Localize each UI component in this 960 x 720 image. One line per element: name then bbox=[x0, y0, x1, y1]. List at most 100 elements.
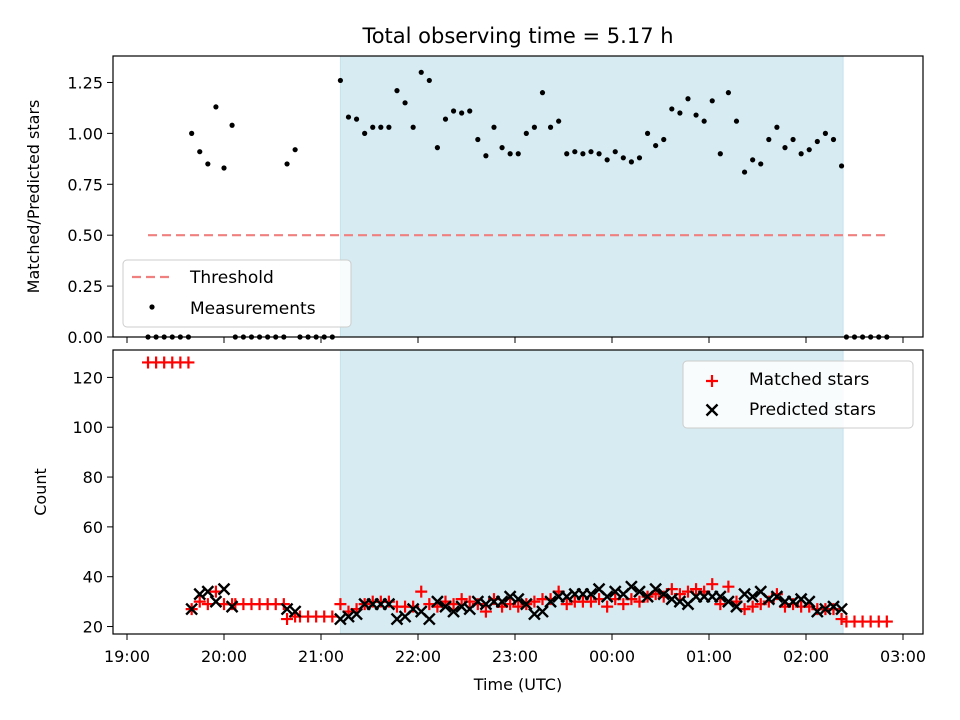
predicted-star-point bbox=[479, 597, 493, 611]
x-tick-label: 00:00 bbox=[589, 647, 635, 666]
measurement-point bbox=[362, 130, 368, 136]
predicted-star-point bbox=[431, 595, 444, 608]
predicted-star-point bbox=[495, 595, 509, 608]
predicted-star-point bbox=[665, 592, 679, 606]
legend-threshold-label: Threshold bbox=[189, 268, 274, 288]
x-tick-label: 21:00 bbox=[298, 647, 344, 666]
measurement-point bbox=[515, 151, 521, 157]
measurement-point bbox=[353, 116, 360, 122]
y-tick-label: 1.25 bbox=[67, 73, 103, 92]
measurement-point bbox=[507, 151, 513, 157]
predicted-star-point bbox=[201, 585, 215, 598]
measurement-point bbox=[741, 169, 748, 175]
x-axis-label: Time (UTC) bbox=[473, 675, 562, 694]
predicted-star-point bbox=[827, 600, 840, 613]
top-axes-frame bbox=[112, 55, 924, 338]
predicted-star-point bbox=[786, 595, 800, 608]
measurement-point bbox=[596, 151, 602, 157]
predicted-star-point bbox=[794, 592, 808, 606]
predicted-star-point bbox=[422, 612, 436, 626]
predicted-star-point bbox=[528, 607, 541, 621]
top-panel: 0.00 0.25 0.50 0.75 1.00 1.25 Matched/Predicte… bbox=[24, 55, 924, 347]
measurement-point bbox=[661, 136, 667, 143]
matched-star-point bbox=[277, 598, 290, 611]
measurement-point bbox=[189, 130, 195, 136]
x-tick-label: 23:00 bbox=[492, 647, 538, 666]
measurement-point bbox=[725, 90, 732, 96]
top-y-axis-label: Matched/Predicted stars bbox=[24, 100, 43, 294]
observing-window-shade bbox=[339, 55, 844, 338]
measurement-point bbox=[838, 163, 845, 169]
measurement-point bbox=[806, 147, 812, 153]
measurement-point bbox=[669, 106, 675, 112]
measurement-point bbox=[677, 110, 683, 116]
measurement-point bbox=[531, 124, 538, 130]
measurement-point bbox=[733, 118, 740, 124]
measurement-point bbox=[774, 124, 780, 130]
predicted-star-point bbox=[334, 612, 347, 626]
y-tick-label: 0.50 bbox=[67, 226, 103, 245]
measurement-point bbox=[685, 96, 691, 102]
predicted-star-point bbox=[819, 602, 832, 616]
predicted-star-point bbox=[280, 602, 294, 616]
measurement-point bbox=[556, 118, 562, 124]
chart-title: Total observing time = 5.17 h bbox=[361, 24, 673, 48]
measurement-point bbox=[467, 108, 473, 114]
predicted-star-point bbox=[802, 595, 816, 608]
y-tick-label: 100 bbox=[72, 418, 103, 437]
bottom-panel: 20 40 60 80 100 120 19:00 20:00 21:00 22:00 23:00 0… bbox=[31, 349, 926, 694]
predicted-star-point bbox=[544, 595, 557, 608]
matched-star-point bbox=[455, 593, 468, 606]
predicted-star-point bbox=[770, 590, 784, 603]
predicted-star-point bbox=[217, 582, 231, 596]
measurement-point bbox=[229, 122, 235, 128]
top-legend: Threshold Measurements bbox=[122, 259, 352, 328]
predicted-star-point bbox=[600, 590, 614, 603]
matched-star-point bbox=[281, 613, 294, 626]
measurement-point bbox=[830, 136, 837, 143]
predicted-star-point bbox=[288, 605, 302, 618]
predicted-star-point bbox=[342, 610, 355, 623]
measurement-point bbox=[292, 147, 298, 153]
predicted-star-point bbox=[390, 612, 404, 626]
predicted-star-point bbox=[185, 602, 199, 616]
measurement-point bbox=[213, 104, 219, 110]
measurement-point bbox=[345, 114, 352, 120]
predicted-star-point bbox=[657, 587, 671, 601]
predicted-star-point bbox=[608, 585, 622, 598]
predicted-star-point bbox=[746, 590, 759, 603]
measurement-point bbox=[475, 136, 481, 143]
measurement-point bbox=[284, 161, 290, 167]
measurement-point bbox=[337, 77, 343, 84]
measurement-point bbox=[814, 138, 820, 145]
predicted-star-point bbox=[536, 605, 549, 618]
measurement-point bbox=[709, 98, 715, 104]
measurement-point bbox=[378, 124, 384, 130]
y-tick-label: 40 bbox=[83, 568, 103, 587]
measurement-point bbox=[386, 124, 392, 130]
x-tick-label: 20:00 bbox=[201, 647, 247, 666]
matched-star-point bbox=[601, 600, 614, 613]
y-tick-label: 60 bbox=[83, 518, 103, 537]
measurement-point bbox=[620, 155, 626, 161]
legend-frame bbox=[682, 360, 914, 429]
matched-star-point bbox=[706, 578, 719, 591]
measurement-point bbox=[628, 159, 635, 165]
matched-star-point bbox=[690, 583, 703, 596]
measurement-point bbox=[459, 110, 465, 116]
matched-star-point bbox=[880, 615, 893, 628]
y-tick-label: 0.25 bbox=[67, 277, 103, 296]
measurement-point bbox=[750, 157, 756, 163]
matched-star-point bbox=[479, 605, 492, 618]
matched-star-point bbox=[334, 598, 347, 611]
matched-star-point bbox=[182, 356, 195, 369]
predicted-star-point bbox=[762, 592, 776, 606]
predicted-star-point bbox=[584, 587, 598, 601]
measurement-point bbox=[523, 130, 529, 136]
measurement-point bbox=[370, 124, 376, 130]
x-tick-label: 02:00 bbox=[783, 647, 829, 666]
measurement-point bbox=[539, 90, 546, 96]
measurement-point bbox=[205, 161, 211, 167]
measurement-point bbox=[636, 155, 643, 161]
